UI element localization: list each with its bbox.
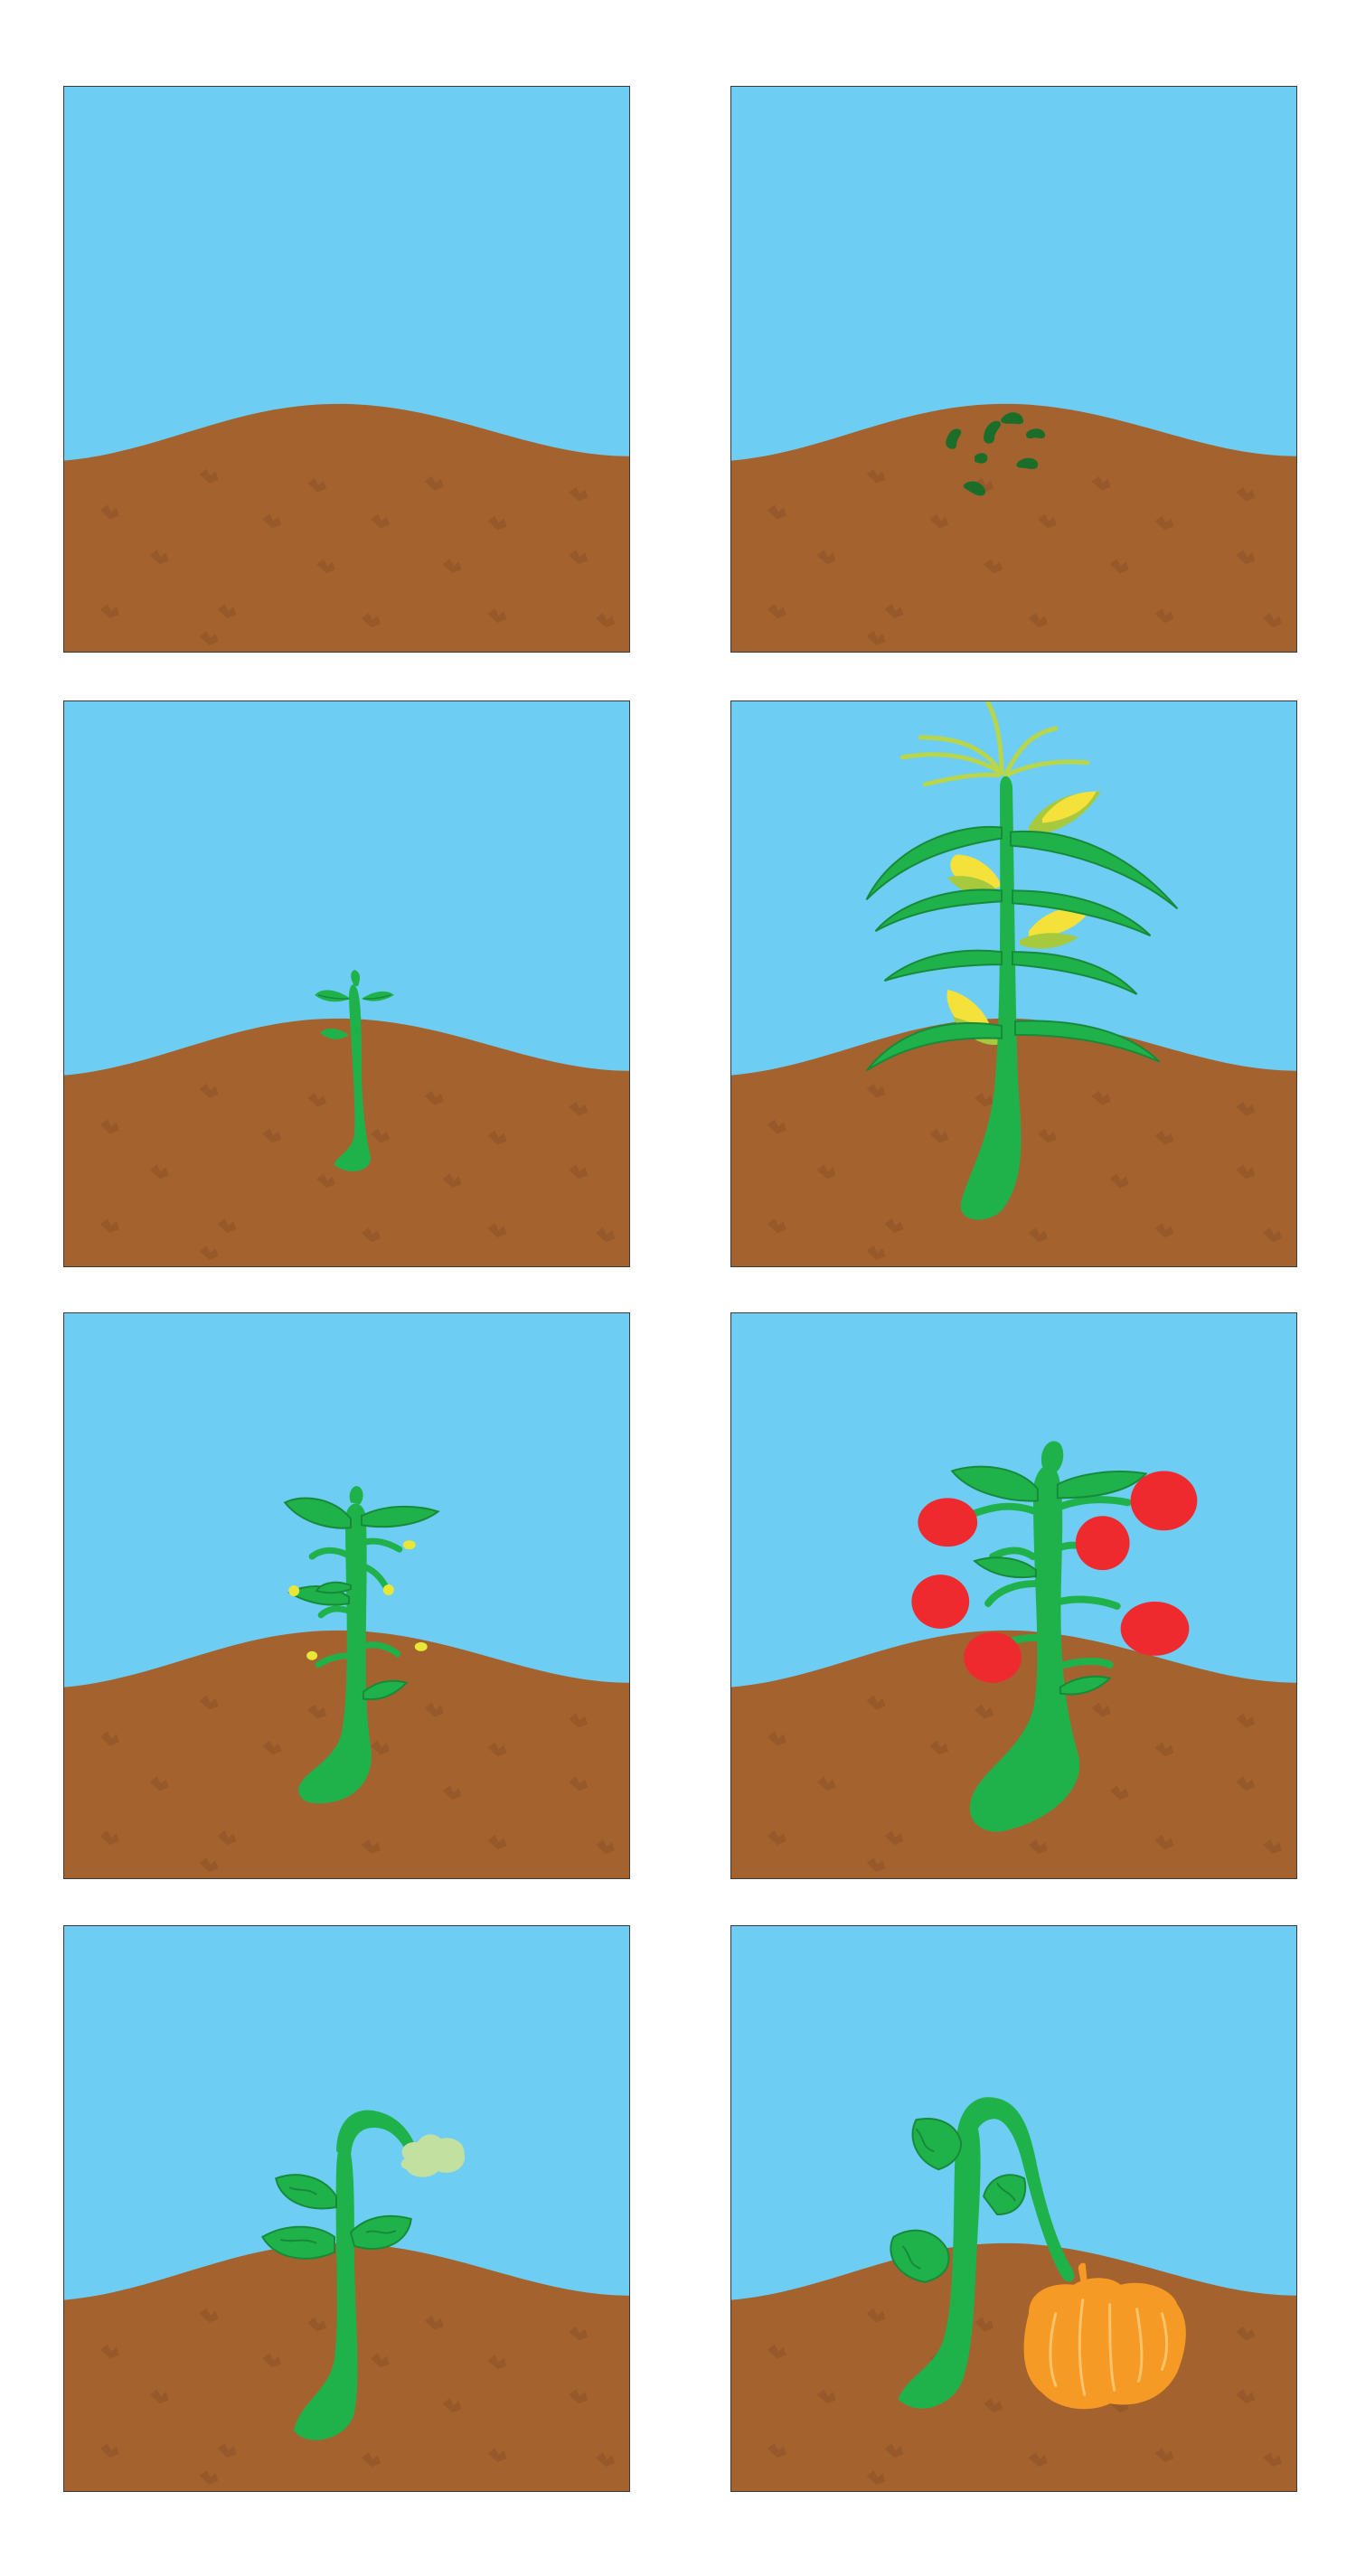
panel-sprout [63, 700, 630, 1267]
corn-leaves [865, 825, 1179, 1072]
panel-corn [730, 700, 1297, 1267]
tomatoes [911, 1471, 1198, 1683]
panel-seeds [730, 86, 1297, 653]
empty-soil-illustration [64, 87, 629, 652]
tomato-illustration [731, 1313, 1296, 1878]
panel-tomato [730, 1312, 1297, 1879]
panel-pumpkin-bud [63, 1925, 630, 2492]
panel-flowering [63, 1312, 630, 1879]
pumpkin-vine [890, 2097, 1075, 2409]
flowering-illustration [64, 1313, 629, 1878]
vine-plant [260, 2110, 419, 2440]
pumpkin-bud-illustration [64, 1926, 629, 2491]
seed-cluster [946, 412, 1046, 496]
corn-stalk [960, 776, 1022, 1220]
corn-tassel [899, 701, 1090, 787]
corn-illustration [731, 701, 1296, 1266]
pumpkin-illustration [731, 1926, 1296, 2491]
flower-buds [288, 1540, 428, 1660]
panel-empty-soil [63, 86, 630, 653]
flowering-plant [283, 1486, 440, 1804]
pale-bud [400, 2134, 466, 2177]
sprout-illustration [64, 701, 629, 1266]
seeds-illustration [731, 87, 1296, 652]
sprout-plant [315, 970, 394, 1171]
panel-pumpkin [730, 1925, 1297, 2492]
pumpkin [1023, 2262, 1186, 2410]
